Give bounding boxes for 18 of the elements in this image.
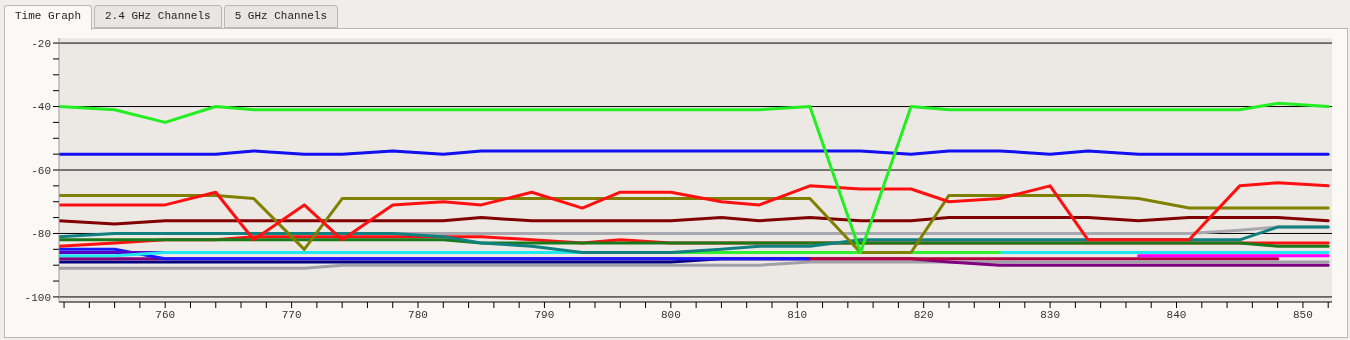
x-tick-label: 840 [1166, 308, 1187, 321]
x-tick-label: 810 [787, 308, 808, 321]
x-tick-label: 830 [1040, 308, 1060, 321]
y-tick-label: -20 [31, 37, 51, 50]
x-tick-label: 790 [534, 308, 555, 321]
text: 2.4 GHz Channels [94, 5, 222, 28]
x-tick-label: 850 [1293, 308, 1313, 321]
x-tick-label: 820 [913, 308, 934, 321]
x-tick-label: 800 [660, 308, 681, 321]
x-tick-label: 780 [408, 308, 428, 321]
y-tick-label: -40 [31, 101, 51, 114]
x-tick-label: 760 [155, 308, 176, 321]
y-tick-label: -80 [31, 228, 51, 241]
y-tick-label: -100 [24, 291, 51, 304]
x-tick-label: 770 [281, 308, 302, 321]
text: 5 GHz Channels [223, 5, 339, 28]
y-tick-label: -60 [31, 164, 51, 177]
text: Time Graph [4, 5, 93, 30]
